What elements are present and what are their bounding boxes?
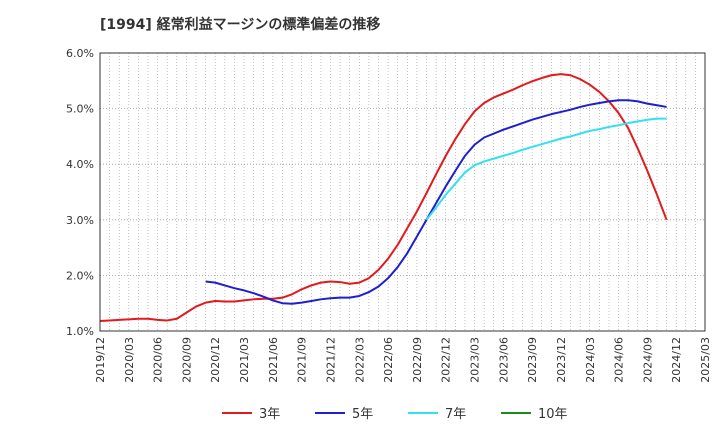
- x-tick-label: 2024/06: [613, 337, 626, 383]
- legend: 3年 5年 7年 10年: [222, 407, 568, 422]
- x-tick-label: 2024/12: [670, 337, 683, 383]
- x-tick-label: 2024/09: [641, 337, 654, 383]
- y-tick-label: 2.0%: [66, 269, 94, 282]
- x-tick-label: 2023/03: [469, 337, 482, 383]
- x-tick-label: 2021/09: [296, 337, 309, 383]
- x-tick-label: 2020/03: [123, 337, 136, 383]
- y-tick-label: 5.0%: [66, 103, 94, 116]
- series-lines: [99, 73, 668, 322]
- plot-background: [100, 53, 705, 331]
- y-tick-label: 6.0%: [66, 47, 94, 60]
- series-line-7年: [425, 117, 667, 221]
- series-line-5年: [205, 99, 667, 305]
- y-axis-ticks: 6.0% 5.0% 4.0% 3.0% 2.0% 1.0%: [66, 47, 94, 338]
- x-tick-label: 2022/12: [440, 337, 453, 383]
- x-tick-label: 2022/03: [353, 337, 366, 383]
- legend-label: 7年: [445, 407, 466, 422]
- y-tick-label: 3.0%: [66, 214, 94, 227]
- x-tick-label: 2021/06: [267, 337, 280, 383]
- legend-label: 10年: [538, 407, 568, 422]
- grid: [100, 53, 705, 331]
- x-tick-label: 2022/06: [382, 337, 395, 383]
- plot-frame: [99, 52, 706, 332]
- y-tick-label: 1.0%: [66, 325, 94, 338]
- x-tick-label: 2023/09: [526, 337, 539, 383]
- x-tick-label: 2021/12: [324, 337, 337, 383]
- y-tick-label: 4.0%: [66, 158, 94, 171]
- x-tick-label: 2023/12: [555, 337, 568, 383]
- series-line-3年: [99, 73, 668, 322]
- x-axis-ticks: 2019/12 2020/03 2020/06 2020/09 2020/12 2021/…: [94, 337, 712, 383]
- x-tick-label: 2022/09: [411, 337, 424, 383]
- legend-label: 3年: [259, 407, 280, 422]
- legend-label: 5年: [352, 407, 373, 422]
- x-tick-label: 2019/12: [94, 337, 107, 383]
- x-tick-label: 2021/03: [238, 337, 251, 383]
- x-tick-label: 2025/03: [699, 337, 712, 383]
- x-tick-label: 2020/12: [209, 337, 222, 383]
- x-tick-label: 2020/09: [180, 337, 193, 383]
- chart-title: [1994] 経常利益マージンの標準偏差の推移: [100, 17, 381, 33]
- x-tick-label: 2020/06: [152, 337, 165, 383]
- x-tick-label: 2024/03: [584, 337, 597, 383]
- x-tick-label: 2023/06: [497, 337, 510, 383]
